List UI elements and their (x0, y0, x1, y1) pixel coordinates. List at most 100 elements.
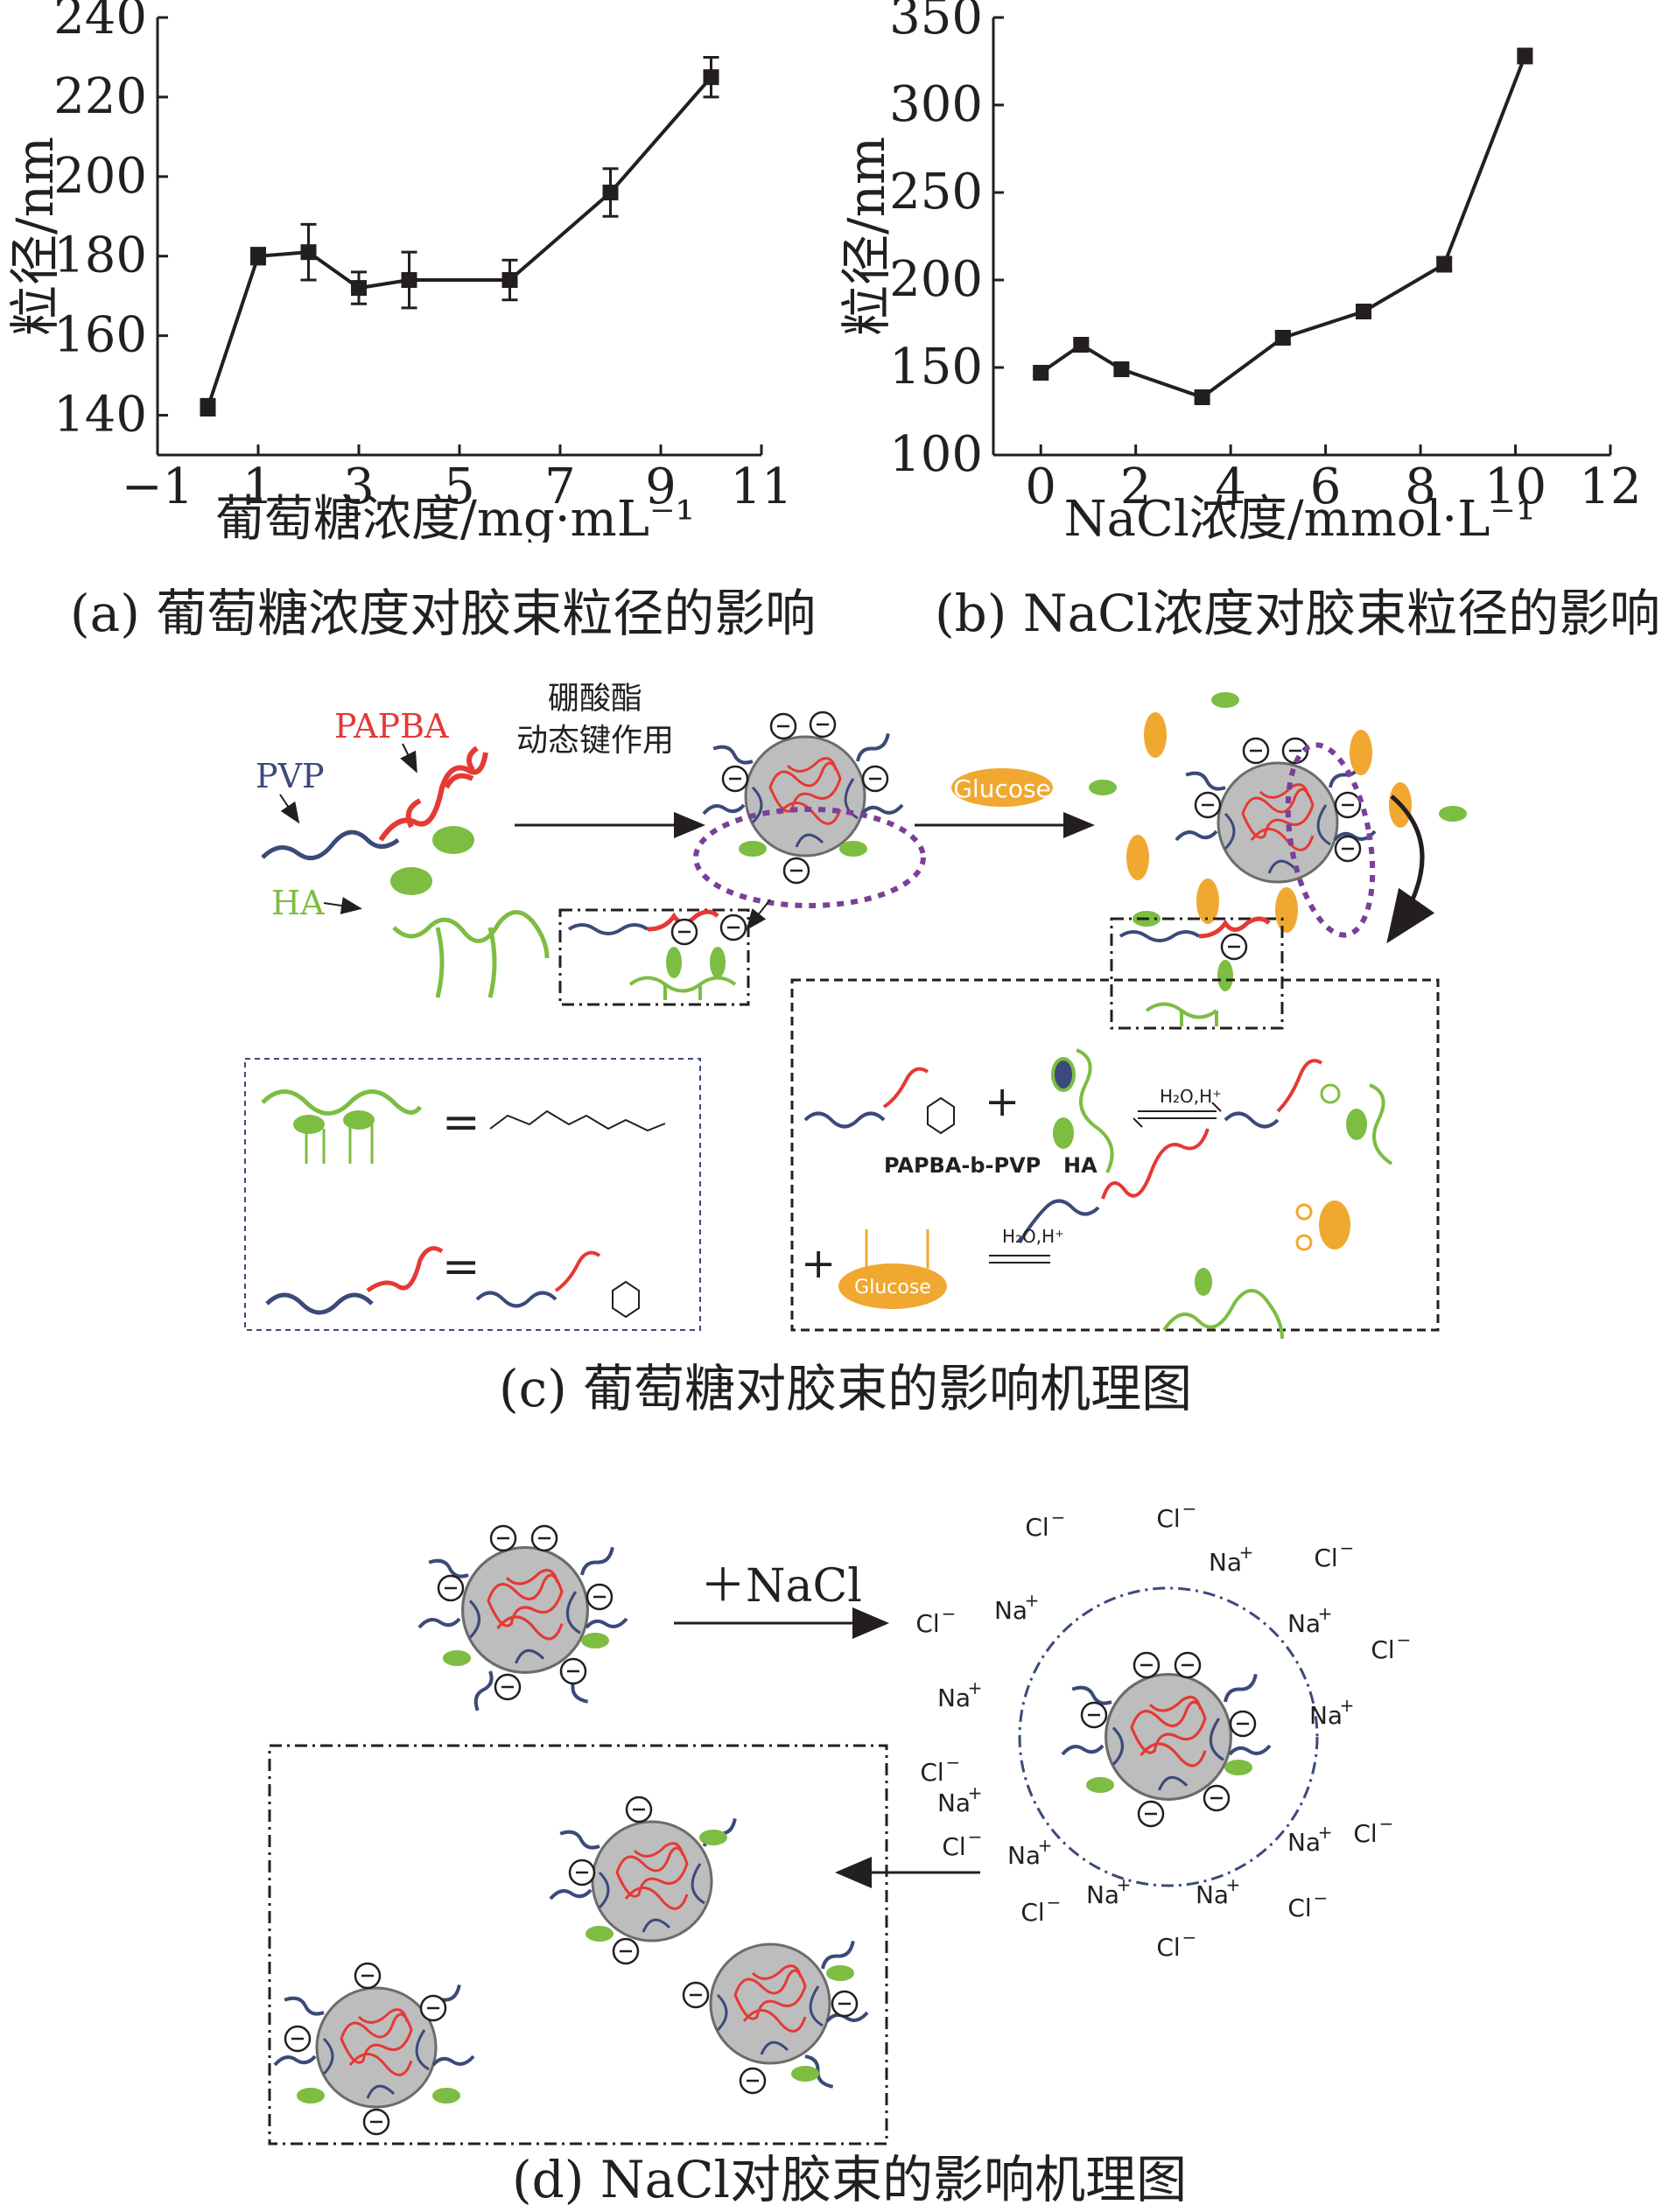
ion-charge: + (1318, 1603, 1333, 1624)
chloride-ion: Cl (915, 1609, 939, 1638)
chart-a-marks (200, 55, 719, 417)
sodium-ion: Na (1209, 1548, 1242, 1577)
chart-b: 0 2 4 6 8 10 12 100 150 200 250 300 350 粒径/nm NaCl浓度… (837, 0, 1642, 542)
chloride-ion: Cl (1025, 1513, 1048, 1542)
chart-b-xtick-label: 12 (1579, 458, 1641, 515)
chart-a-data-point (200, 399, 216, 416)
chloride-ion: Cl (1020, 1898, 1044, 1927)
ion-labels: Cl − Cl −Na+ Cl −Cl − Na+Na+Cl −Na+Na+Cl −Na+Cl −N… (915, 1498, 1411, 1962)
plus-nacl-label: ＋NaCl (700, 1560, 862, 1613)
ion-charge: − (1047, 1892, 1062, 1913)
ion-charge: + (968, 1782, 983, 1803)
chart-b-ytick-label: 350 (889, 0, 983, 46)
chart-a-data-point (602, 185, 619, 200)
chart-a-ytick-label: 200 (53, 148, 147, 205)
copolymer-label: PAPBA-b-PVP (884, 1153, 1041, 1178)
arrow-glucose: Glucose (915, 768, 1095, 838)
chart-a-xtick-label: 11 (730, 458, 792, 515)
chloride-ion: Cl (1156, 1504, 1180, 1533)
chart-a-data-point (401, 272, 417, 288)
ion-charge: + (1226, 1874, 1241, 1895)
ion-charge: + (968, 1677, 983, 1698)
chart-a-xtick-label: 3 (343, 458, 375, 515)
chart-a-xtick-label: 5 (444, 458, 475, 515)
chart-b-xlabel: NaCl浓度/mmol·L⁻¹ (1064, 491, 1536, 542)
chart-b-xtick-label: 10 (1484, 458, 1546, 515)
ion-charge: + (1239, 1542, 1254, 1563)
chart-b-series-line (1040, 55, 1527, 400)
chart-b-xtick-label: 4 (1215, 458, 1246, 515)
chart-a-data-point (703, 69, 719, 86)
glucose-label: Glucose (953, 774, 1051, 803)
sodium-ion: Na (937, 1788, 971, 1817)
chart-b-ytick-label: 150 (889, 339, 983, 396)
equals-1: = (442, 1096, 480, 1149)
caption-d: (d) NaCl对胶束的影响机理图 (512, 2150, 1188, 2209)
micelle-1 (693, 710, 926, 908)
reaction-scheme-box: + PAPBA-b-PVP HA H₂O,H⁺ + Glucose H₂O,H⁺ (790, 978, 1440, 1340)
ion-charge: − (1340, 1537, 1355, 1558)
polymer-components: PAPBA PVP HA (256, 707, 550, 998)
chloride-ion: Cl (1314, 1544, 1337, 1572)
label-ha: HA (271, 884, 325, 922)
chart-a-xtick-label: −1 (122, 458, 194, 515)
sodium-ion: Na (1196, 1880, 1229, 1909)
chloride-ion: Cl (1156, 1933, 1180, 1962)
chart-a-xtick-label: 9 (645, 458, 677, 515)
ha-chem-label: HA (1063, 1153, 1097, 1178)
arrow-label-1: 硼酸酯 (548, 681, 642, 717)
chart-b-ticks: 0 2 4 6 8 10 12 100 150 200 250 300 350 (889, 0, 1642, 515)
chart-a-xtick-label: 1 (242, 458, 274, 515)
chart-a-data-point (501, 272, 518, 288)
glucose-oval-label: Glucose (854, 1277, 931, 1298)
ion-charge: − (968, 1826, 983, 1847)
chart-b-ytick-label: 300 (889, 76, 983, 133)
chart-b-data-point (1073, 337, 1090, 353)
chart-a-ticks: −1 1 3 5 7 9 11 140 160 180 200 220 240 (53, 0, 793, 515)
chart-b-xtick-label: 0 (1025, 458, 1056, 515)
chart-a-ytick-label: 240 (53, 0, 147, 46)
chart-a-ytick-label: 140 (53, 387, 147, 444)
sodium-ion: Na (937, 1684, 971, 1712)
chart-b-xtick-label: 8 (1405, 458, 1436, 515)
chart-a-data-point (351, 280, 367, 297)
chart-b-data-point (1356, 304, 1371, 319)
ion-charge: + (1117, 1874, 1132, 1895)
chart-b-data-point (1033, 365, 1049, 381)
condition-2: H₂O,H⁺ (1002, 1226, 1064, 1247)
chart-b-xtick-label: 2 (1120, 458, 1152, 515)
chart-b-marks (1033, 47, 1533, 405)
chloride-ion: Cl (920, 1758, 943, 1787)
glucose-detail-box (1110, 916, 1284, 1030)
chart-b-ytick-label: 100 (889, 426, 983, 483)
chart-b-data-point (1517, 48, 1533, 64)
chart-b-data-point (1113, 361, 1130, 377)
mechanism-nacl-diagram: ＋NaCl Cl − Cl −Na+ Cl −Cl − Na+Na+Cl −Na+Na+Cl −N… (268, 1498, 1411, 2146)
label-pvp: PVP (256, 757, 325, 795)
arrow-boronate: 硼酸酯 动态键作用 (515, 681, 705, 838)
ion-charge: − (1379, 1813, 1394, 1834)
plus-2: + (801, 1239, 836, 1288)
ion-charge: − (1051, 1507, 1066, 1528)
condition-1: H₂O,H⁺ (1160, 1086, 1222, 1107)
aggregate-box (268, 1744, 888, 2146)
arrow-label-2: 动态键作用 (516, 723, 674, 759)
chart-b-ytick-label: 200 (889, 251, 983, 308)
chloride-ion: Cl (942, 1832, 965, 1861)
chart-a-data-point (300, 244, 317, 261)
caption-a: (a) 葡萄糖浓度对胶束粒径的影响 (70, 584, 817, 643)
sodium-ion: Na (1309, 1701, 1343, 1730)
chart-a-ytick-label: 160 (53, 307, 147, 364)
ion-charge: − (1182, 1498, 1197, 1519)
chart-a-data-point (250, 248, 266, 264)
ion-charge: + (1340, 1695, 1355, 1716)
ion-charge: − (1314, 1887, 1329, 1908)
structure-legend-box: = = (244, 1058, 701, 1331)
chart-a-ylabel: 粒径/nm (5, 136, 65, 336)
chart-a-ytick-label: 220 (53, 68, 147, 125)
chloride-ion: Cl (1371, 1635, 1394, 1664)
sodium-ion: Na (1086, 1880, 1119, 1909)
chart-b-ytick-label: 250 (889, 164, 983, 220)
ion-charge: − (946, 1752, 961, 1773)
chloride-ion: Cl (1287, 1894, 1311, 1922)
